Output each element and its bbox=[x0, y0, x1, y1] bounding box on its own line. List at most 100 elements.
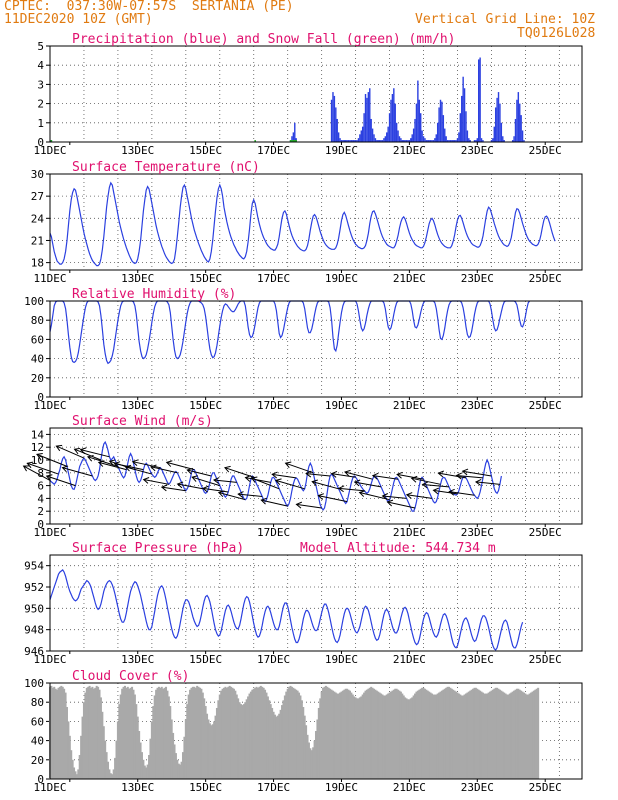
wind-arrow bbox=[187, 469, 212, 477]
pressure-xtick-label: 15DEC bbox=[189, 653, 222, 666]
cloud-bar bbox=[511, 691, 514, 779]
cloud-bar bbox=[354, 697, 357, 779]
cloud-bar bbox=[258, 686, 261, 779]
cloud-bar bbox=[268, 700, 271, 779]
precip-bar bbox=[360, 130, 362, 142]
precip-bar bbox=[468, 138, 470, 142]
precip-bar bbox=[436, 122, 439, 142]
cloud-bar bbox=[123, 685, 126, 779]
pressure-ytick-label: 946 bbox=[24, 645, 44, 658]
cloud-bar bbox=[401, 693, 404, 779]
precip-bar bbox=[421, 130, 423, 142]
wind-arrow-head bbox=[353, 479, 361, 487]
cloud-bar bbox=[109, 773, 112, 779]
temp-xtick-label: 21DEC bbox=[393, 272, 426, 285]
rh-xtick-label: 15DEC bbox=[189, 399, 222, 412]
cloud-bar bbox=[247, 696, 250, 779]
cloud-bar bbox=[245, 699, 248, 779]
cloud-bar bbox=[63, 688, 66, 779]
cloud-bar bbox=[474, 687, 477, 779]
cloud-bar bbox=[242, 704, 245, 779]
pressure-xtick-label: 13DEC bbox=[121, 653, 154, 666]
precip-bar bbox=[377, 140, 379, 142]
cloud-bar bbox=[84, 692, 87, 779]
cloud-bar bbox=[176, 759, 179, 779]
wind-arrow-head bbox=[186, 467, 194, 475]
cloud-bar bbox=[67, 721, 70, 779]
cloud-bar bbox=[220, 690, 223, 779]
cloud-bar bbox=[514, 689, 517, 779]
wind-arrow-head bbox=[432, 487, 440, 495]
cloud-bar bbox=[218, 694, 221, 779]
cloud-bar bbox=[360, 696, 363, 779]
cloud-bar bbox=[252, 688, 255, 779]
wind-arrow bbox=[27, 462, 59, 475]
cloud-bar bbox=[489, 691, 492, 779]
precip-bar bbox=[387, 126, 389, 142]
cloud-bar bbox=[375, 690, 378, 779]
cloud-bar bbox=[371, 687, 374, 779]
precip-bar bbox=[473, 140, 476, 142]
cloud-bar bbox=[92, 688, 95, 779]
temp-xtick-label: 25DEC bbox=[529, 272, 562, 285]
cloud-bar bbox=[501, 691, 504, 779]
wind-arrow bbox=[56, 445, 85, 459]
cloud-bar bbox=[254, 687, 257, 779]
wind-arrow-head bbox=[250, 476, 258, 483]
wind-arrow-head bbox=[36, 452, 43, 460]
wind-arrow-head bbox=[260, 497, 267, 505]
cloud-bar bbox=[521, 691, 524, 779]
cloud-xtick-label: 19DEC bbox=[325, 781, 358, 794]
cloud-bar bbox=[472, 688, 475, 779]
rh-ytick-label: 20 bbox=[31, 372, 44, 385]
cloud-xtick-label: 21DEC bbox=[393, 781, 426, 794]
cloud-bar bbox=[356, 698, 359, 779]
cloud-bar bbox=[172, 732, 175, 779]
precip-bar bbox=[497, 92, 500, 142]
cloud-bar bbox=[374, 689, 377, 779]
cloud-bar bbox=[251, 689, 254, 779]
cloud-bar bbox=[496, 687, 499, 779]
cloud-bar bbox=[347, 689, 350, 779]
wind-arrow-head bbox=[217, 490, 225, 498]
cloud-bar bbox=[302, 707, 305, 779]
cloud-bar bbox=[381, 694, 384, 779]
cloud-bar bbox=[131, 686, 134, 779]
cloud-bar bbox=[447, 686, 451, 779]
cloud-bar bbox=[142, 759, 145, 779]
cloud-bar bbox=[272, 711, 275, 779]
precip-bar bbox=[361, 126, 364, 142]
wind-arrow-head bbox=[455, 472, 463, 480]
cloud-bar bbox=[74, 771, 77, 779]
cloud-bar bbox=[194, 687, 197, 779]
cloud-bar bbox=[527, 694, 530, 779]
precip-bar bbox=[465, 111, 467, 142]
cloud-bar bbox=[398, 690, 401, 779]
wind-arrow bbox=[177, 483, 203, 490]
temp-xtick-label: 23DEC bbox=[461, 272, 494, 285]
cloud-bar bbox=[409, 698, 412, 779]
precip-bar bbox=[459, 113, 462, 142]
cloud-bar bbox=[68, 735, 71, 779]
temp-ytick-label: 18 bbox=[31, 257, 44, 270]
wind-ytick-label: 2 bbox=[37, 505, 44, 518]
precip-bar bbox=[492, 138, 494, 142]
temp-title: Surface Temperature (nC) bbox=[72, 160, 260, 175]
wind-frame bbox=[49, 427, 583, 525]
cloud-bar bbox=[389, 691, 392, 779]
wind-arrow bbox=[354, 481, 382, 488]
temp-series-line bbox=[49, 181, 556, 267]
wind-ytick-label: 4 bbox=[37, 492, 44, 505]
cloud-bar bbox=[336, 693, 339, 779]
precip-bar bbox=[417, 80, 419, 142]
station-header: CPTEC: 037:30W-07:57S SERTANIA (PE) bbox=[4, 0, 294, 14]
cloud-bar bbox=[126, 686, 129, 779]
precip-bar bbox=[395, 122, 398, 142]
wind-arrow bbox=[456, 475, 484, 479]
precip-bar bbox=[451, 140, 453, 142]
cloud-bar bbox=[70, 750, 73, 779]
precip-bar bbox=[424, 138, 426, 142]
wind-arrow bbox=[475, 481, 500, 485]
precip-xtick-label: 17DEC bbox=[257, 144, 290, 157]
